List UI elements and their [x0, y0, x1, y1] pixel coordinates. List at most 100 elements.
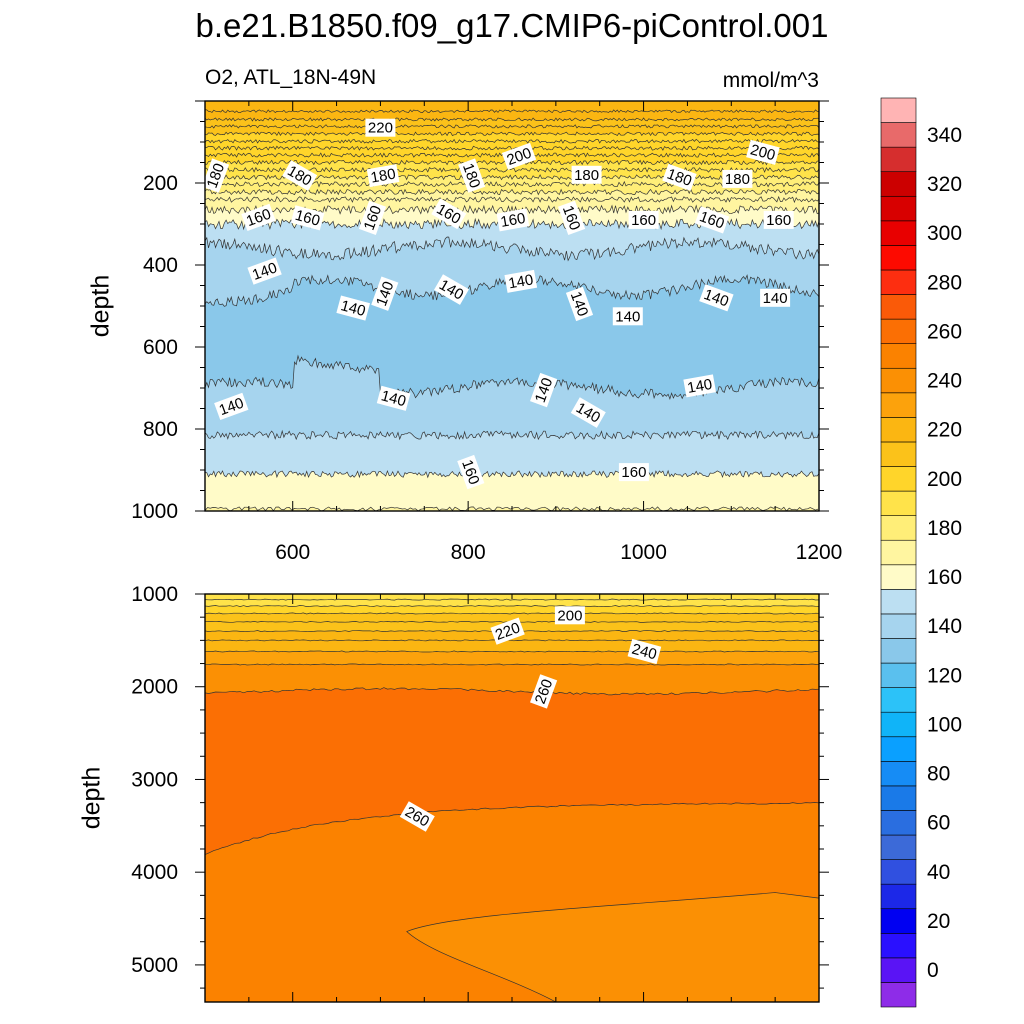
colorbar-label: 180 [927, 517, 962, 540]
colorbar-box [880, 638, 917, 664]
colorbar-box [880, 834, 917, 860]
colorbar-label: 60 [927, 812, 950, 835]
colorbar-box [880, 564, 917, 590]
lower-y-axis-label: depth [78, 767, 106, 830]
colorbar-box [880, 515, 917, 541]
contour-line [205, 429, 819, 441]
contour-line [205, 138, 819, 144]
colorbar-label: 0 [927, 959, 939, 982]
contour-label: 180 [571, 165, 602, 184]
colorbar-label: 160 [927, 566, 962, 589]
contour-label: 140 [504, 269, 538, 293]
y-tick-label: 1000 [131, 500, 178, 523]
svg-text:220: 220 [368, 120, 393, 137]
colorbar-box [880, 908, 917, 934]
colorbar-box [880, 122, 917, 148]
colorbar-box [880, 761, 917, 787]
lower-contour-fill [205, 594, 819, 1002]
lower-axis-ticks: 1000 2000 3000 4000 5000 [131, 583, 829, 1002]
colorbar-box [880, 146, 917, 173]
colorbar-box [880, 318, 917, 344]
y-tick-label: 2000 [131, 676, 178, 699]
colorbar-label: 20 [927, 910, 950, 933]
colorbar-box [880, 662, 917, 688]
contour-label: 160 [763, 210, 794, 229]
contour-line [205, 124, 819, 129]
upper-contour-fill [205, 101, 819, 511]
svg-text:160: 160 [621, 464, 646, 481]
y-tick-label: 800 [143, 418, 178, 441]
contour-label: 140 [376, 385, 411, 411]
colorbar-box [880, 785, 917, 811]
colorbar-label: 80 [927, 763, 950, 786]
colorbar-box [880, 613, 917, 639]
svg-text:180: 180 [574, 167, 599, 184]
colorbar-label: 40 [927, 861, 950, 884]
y-tick-label: 1000 [131, 583, 178, 606]
x-tick-label: 1200 [796, 541, 843, 564]
svg-text:140: 140 [339, 297, 368, 320]
contour-band [205, 470, 819, 511]
contour-label: 140 [683, 374, 717, 398]
colorbar-label: 140 [927, 615, 962, 638]
colorbar-label: 320 [927, 173, 962, 196]
contour-label: 260 [399, 801, 435, 832]
colorbar-box [880, 171, 917, 197]
contour-line [205, 598, 819, 601]
y-tick-label: 3000 [131, 768, 178, 791]
contour-label: 140 [612, 307, 643, 326]
contour-line [205, 639, 819, 642]
colorbar-box [880, 539, 917, 566]
chart-title: b.e21.B1850.f09_g17.CMIP6-piControl.001 [196, 7, 829, 44]
svg-text:140: 140 [615, 308, 640, 325]
x-tick-label: 800 [451, 541, 486, 564]
svg-text:140: 140 [686, 376, 714, 397]
contour-line [205, 117, 819, 122]
y-tick-label: 5000 [131, 954, 178, 977]
colorbar-box [880, 711, 917, 738]
colorbar-box [880, 294, 917, 320]
colorbar-box [880, 417, 917, 443]
colorbar-box [880, 367, 917, 394]
contour-line [205, 109, 819, 114]
svg-text:160: 160 [293, 207, 322, 230]
contour-label: 140 [336, 295, 371, 321]
contour-label: 180 [722, 169, 753, 188]
colorbar-box [880, 269, 917, 295]
svg-text:140: 140 [763, 290, 788, 307]
contour-label: 160 [290, 205, 325, 231]
contour-label: 160 [496, 208, 530, 232]
colorbar-box [880, 343, 917, 369]
colorbar-box [880, 490, 917, 516]
contour-label: 200 [554, 606, 585, 625]
contour-line [205, 131, 819, 137]
upper-y-axis-label: depth [87, 275, 115, 338]
contour-line [205, 802, 819, 855]
colorbar-box [880, 245, 917, 271]
contour-line [205, 650, 819, 653]
colorbar-box [880, 859, 917, 885]
colorbar-box [880, 441, 917, 467]
svg-text:180: 180 [725, 171, 750, 188]
colorbar-label: 280 [927, 271, 962, 294]
colorbar-label: 240 [927, 370, 962, 393]
colorbar-label: 300 [927, 222, 962, 245]
colorbar-box [880, 589, 917, 615]
colorbar-box [880, 932, 917, 959]
svg-text:160: 160 [499, 210, 527, 231]
contour-region [406, 892, 819, 1002]
colorbar-box [880, 97, 917, 123]
colorbar-box [880, 687, 917, 713]
svg-text:180: 180 [369, 166, 397, 187]
y-tick-label: 4000 [131, 861, 178, 884]
svg-text:160: 160 [766, 212, 791, 229]
contour-line [205, 354, 819, 400]
upper-axis-ticks: 600 800 1000 1200 200 400 600 800 1000 [131, 100, 843, 564]
colorbar-box [880, 220, 917, 246]
svg-text:200: 200 [748, 141, 777, 164]
colorbar-label: 260 [927, 320, 962, 343]
contour-label: 200 [746, 139, 780, 165]
contour-line [205, 236, 819, 262]
